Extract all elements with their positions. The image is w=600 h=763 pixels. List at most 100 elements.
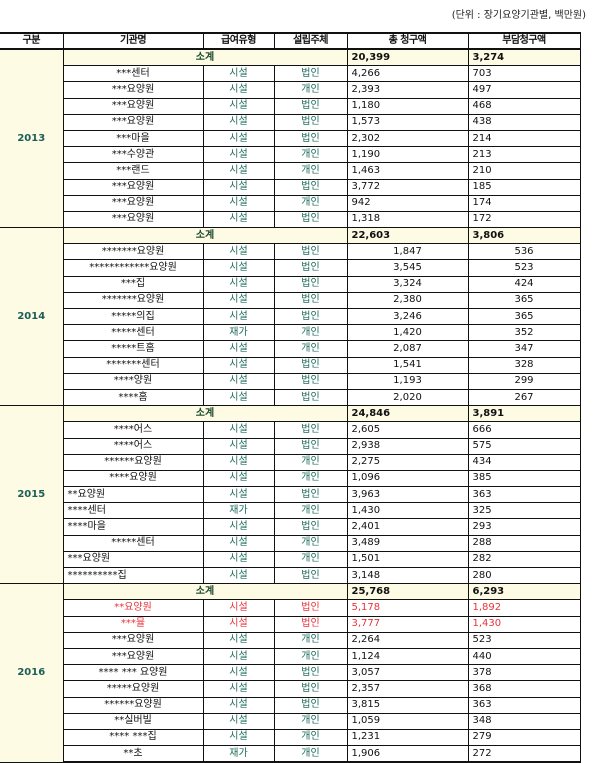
table-row: ***요양원 시설 개인 1,501 282 <box>0 550 581 569</box>
burden-claim: 440 <box>467 647 581 666</box>
institution-name: ****요양원 <box>62 469 204 488</box>
institution-name: ****홈 <box>62 388 204 407</box>
subtotal-label: 소계 <box>62 583 348 601</box>
burden-claim: 174 <box>467 194 581 212</box>
table-row: ***요양원 시설 법인 3,772 185 <box>0 178 581 196</box>
founder-type: 법인 <box>273 129 348 148</box>
total-claim: 1,420 <box>346 324 469 342</box>
total-claim: 1,847 <box>346 243 469 261</box>
institution-name: *****의집 <box>62 307 204 326</box>
unit-note: (단위 : 장기요양기관별, 백만원) <box>451 10 586 21</box>
benefit-type: 시설 <box>202 97 275 115</box>
year-cell: 2016 <box>0 583 64 763</box>
burden-claim: 172 <box>467 210 581 229</box>
total-claim: 1,906 <box>346 745 469 763</box>
table-row: ****양원 시설 법인 1,193 299 <box>0 372 581 390</box>
founder-type: 법인 <box>273 275 348 293</box>
total-claim: 1,463 <box>346 162 469 180</box>
institution-name: ***요양원 <box>62 194 204 212</box>
institution-name: ***요양원 <box>62 631 204 649</box>
benefit-type: 시설 <box>202 388 275 407</box>
burden-claim: 282 <box>467 550 581 569</box>
total-claim: 3,963 <box>346 486 469 504</box>
subtotal-label: 소계 <box>62 227 348 245</box>
subtotal-burden: 6,293 <box>467 583 581 601</box>
header-benefit-type: 급여유형 <box>202 32 275 50</box>
burden-claim: 267 <box>467 388 581 407</box>
benefit-type: 시설 <box>202 275 275 293</box>
founder-type: 개인 <box>273 647 348 666</box>
benefit-type: 시설 <box>202 421 275 439</box>
benefit-type: 시설 <box>202 210 275 229</box>
table-row: ***요양원 시설 개인 942 174 <box>0 194 581 212</box>
total-claim: 2,302 <box>346 129 469 148</box>
total-claim: 5,178 <box>346 599 469 617</box>
table-row: ******요양원 시설 개인 2,275 434 <box>0 453 581 471</box>
total-claim: 2,087 <box>346 340 469 358</box>
table-row: ****어스 시설 법인 2,605 666 <box>0 421 581 439</box>
institution-name: ******요양원 <box>62 696 204 714</box>
total-claim: 1,501 <box>346 550 469 569</box>
subtotal-row: 2015 소계 24,846 3,891 <box>0 405 581 585</box>
benefit-type: 재가 <box>202 745 275 763</box>
institution-name: ***집 <box>62 275 204 293</box>
benefit-type: 시설 <box>202 486 275 504</box>
institution-name: ***요양원 <box>62 113 204 131</box>
burden-claim: 523 <box>467 259 581 277</box>
header-founder: 설립주체 <box>273 32 348 50</box>
table-body: 2013 소계 20,399 3,274 ***센터 시설 법인 4,266 703 ***요양원… <box>0 48 581 763</box>
founder-type: 개인 <box>273 453 348 471</box>
burden-claim: 288 <box>467 534 581 552</box>
institution-name: ************요양원 <box>62 259 204 277</box>
institution-name: **요양원 <box>62 486 204 504</box>
subtotal-row: 2016 소계 25,768 6,293 <box>0 583 581 763</box>
burden-claim: 1,430 <box>467 615 581 633</box>
subtotal-total: 20,399 <box>346 48 469 67</box>
subtotal-burden: 3,274 <box>467 48 581 67</box>
founder-type: 법인 <box>273 372 348 390</box>
founder-type: 법인 <box>273 307 348 326</box>
table-row: ***요양원 시설 개인 1,124 440 <box>0 647 581 666</box>
total-claim: 3,148 <box>346 566 469 585</box>
table-row: ***뮬 시설 법인 3,777 1,430 <box>0 615 581 633</box>
founder-type: 법인 <box>273 664 348 682</box>
table-row: ***랜드 시설 개인 1,463 210 <box>0 162 581 180</box>
header-institution: 기관명 <box>62 32 204 50</box>
benefit-type: 시설 <box>202 680 275 698</box>
total-claim: 1,190 <box>346 146 469 164</box>
benefit-type: 시설 <box>202 615 275 633</box>
total-claim: 1,541 <box>346 356 469 374</box>
founder-type: 개인 <box>273 162 348 180</box>
table-row: ****어스 시설 법인 2,938 575 <box>0 437 581 455</box>
benefit-type: 시설 <box>202 340 275 358</box>
total-claim: 3,057 <box>346 664 469 682</box>
institution-name: ***랜드 <box>62 162 204 180</box>
founder-type: 법인 <box>273 243 348 261</box>
founder-type: 법인 <box>273 518 348 536</box>
burden-claim: 365 <box>467 307 581 326</box>
subtotal-row: 2013 소계 20,399 3,274 <box>0 48 581 229</box>
founder-type: 법인 <box>273 696 348 714</box>
institution-name: ***요양원 <box>62 550 204 569</box>
burden-claim: 348 <box>467 712 581 730</box>
table-row: ****센터 재가 개인 1,430 325 <box>0 502 581 520</box>
subtotal-label: 소계 <box>62 48 348 67</box>
burden-claim: 575 <box>467 437 581 455</box>
founder-type: 법인 <box>273 178 348 196</box>
table-row: *****센터 재가 개인 1,420 352 <box>0 324 581 342</box>
founder-type: 법인 <box>273 65 348 83</box>
institution-name: **초 <box>62 745 204 763</box>
total-claim: 1,193 <box>346 372 469 390</box>
total-claim: 2,357 <box>346 680 469 698</box>
table-row: ***요양원 시설 개인 2,393 497 <box>0 81 581 99</box>
founder-type: 법인 <box>273 599 348 617</box>
benefit-type: 시설 <box>202 566 275 585</box>
burden-claim: 497 <box>467 81 581 99</box>
total-claim: 3,246 <box>346 307 469 326</box>
header-row: 구분 기관명 급여유형 설립주체 총 청구액 부담청구액 <box>0 32 581 50</box>
total-claim: 1,180 <box>346 97 469 115</box>
burden-claim: 536 <box>467 243 581 261</box>
burden-claim: 363 <box>467 486 581 504</box>
total-claim: 3,772 <box>346 178 469 196</box>
benefit-type: 시설 <box>202 631 275 649</box>
